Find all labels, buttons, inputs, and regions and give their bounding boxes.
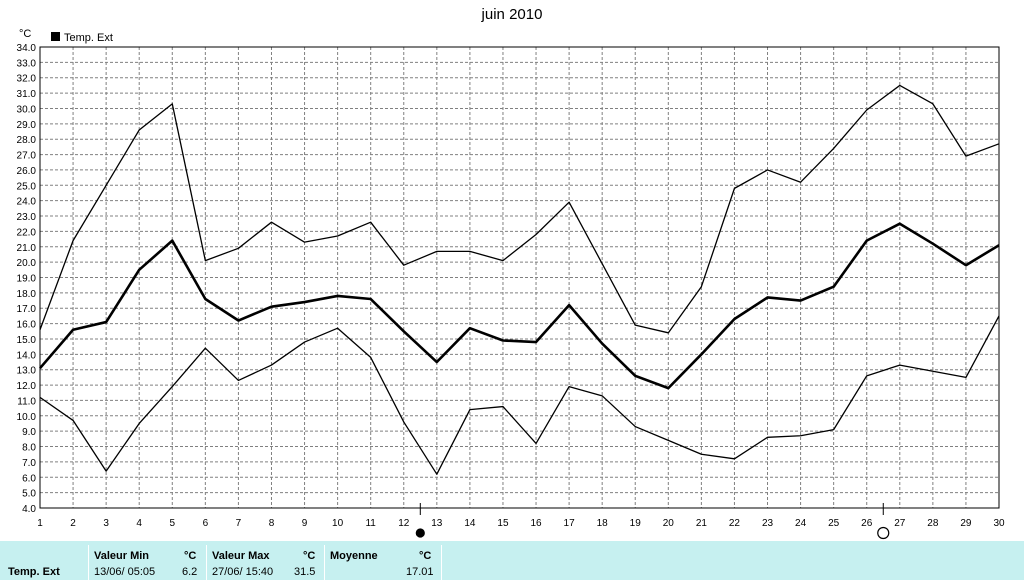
x-tick-label: 20 xyxy=(663,518,675,529)
min-datetime: 13/06/ 05:05 xyxy=(94,566,156,578)
x-tick-label: 14 xyxy=(464,518,476,529)
x-tick-label: 19 xyxy=(630,518,642,529)
x-tick-label: 4 xyxy=(136,518,142,529)
series-mean-line xyxy=(39,222,1000,390)
avg-header: Moyenne xyxy=(330,550,378,562)
x-tick-label: 24 xyxy=(795,518,807,529)
y-tick-label: 28.0 xyxy=(17,135,37,146)
y-tick-label: 24.0 xyxy=(17,197,37,208)
y-tick-label: 21.0 xyxy=(17,243,37,254)
x-tick-label: 7 xyxy=(236,518,242,529)
x-tick-label: 22 xyxy=(729,518,741,529)
x-tick-label: 23 xyxy=(762,518,774,529)
y-tick-label: 17.0 xyxy=(17,304,37,315)
max-unit: °C xyxy=(303,550,316,562)
max-value: 31.5 xyxy=(294,566,316,578)
x-tick-label: 27 xyxy=(894,518,906,529)
y-tick-label: 11.0 xyxy=(17,396,36,407)
x-tick-label: 3 xyxy=(103,518,109,529)
x-tick-label: 21 xyxy=(696,518,708,529)
y-tick-label: 4.0 xyxy=(22,504,36,515)
temperature-chart: 4.05.06.07.08.09.010.011.012.013.014.015… xyxy=(17,28,1005,540)
legend-swatch xyxy=(51,32,60,41)
series-max-line xyxy=(39,84,1000,334)
y-tick-label: 33.0 xyxy=(17,58,37,69)
max-datetime: 27/06/ 15:40 xyxy=(212,566,274,578)
max-header: Valeur Max xyxy=(212,550,270,562)
x-tick-label: 26 xyxy=(861,518,873,529)
min-value: 6.2 xyxy=(182,566,198,578)
x-tick-label: 6 xyxy=(203,518,209,529)
legend-label: Temp. Ext xyxy=(64,32,113,44)
x-tick-label: 5 xyxy=(169,518,175,529)
x-tick-label: 2 xyxy=(70,518,76,529)
x-tick-label: 18 xyxy=(597,518,609,529)
x-tick-label: 10 xyxy=(332,518,344,529)
y-tick-label: 18.0 xyxy=(17,289,37,300)
y-tick-label: 15.0 xyxy=(17,335,37,346)
stats-row-label: Temp. Ext xyxy=(8,566,60,578)
y-tick-label: 8.0 xyxy=(22,443,36,454)
y-unit-label: °C xyxy=(19,28,31,40)
x-tick-label: 9 xyxy=(302,518,308,529)
y-tick-label: 34.0 xyxy=(17,43,37,54)
min-header: Valeur Min xyxy=(94,550,150,562)
x-tick-label: 17 xyxy=(564,518,576,529)
avg-unit: °C xyxy=(419,550,432,562)
y-tick-label: 26.0 xyxy=(17,166,37,177)
y-tick-label: 7.0 xyxy=(22,458,36,469)
y-tick-label: 13.0 xyxy=(17,366,37,377)
open-circle-marker xyxy=(877,526,890,540)
y-tick-label: 14.0 xyxy=(17,350,37,361)
x-tick-label: 25 xyxy=(828,518,840,529)
y-tick-label: 16.0 xyxy=(17,320,37,331)
x-tick-label: 12 xyxy=(398,518,410,529)
x-tick-label: 30 xyxy=(993,518,1005,529)
x-tick-label: 29 xyxy=(960,518,972,529)
y-tick-label: 10.0 xyxy=(17,412,37,423)
y-tick-label: 32.0 xyxy=(17,74,37,85)
x-tick-label: 8 xyxy=(269,518,275,529)
x-tick-label: 1 xyxy=(37,518,43,529)
y-tick-label: 30.0 xyxy=(17,104,37,115)
min-unit: °C xyxy=(184,550,197,562)
x-tick-label: 16 xyxy=(530,518,542,529)
y-tick-label: 31.0 xyxy=(17,89,37,100)
y-tick-label: 27.0 xyxy=(17,151,37,162)
chart-title: juin 2010 xyxy=(481,6,543,23)
y-tick-label: 5.0 xyxy=(22,489,36,500)
y-tick-label: 25.0 xyxy=(17,181,37,192)
series-min-line xyxy=(39,315,1000,475)
y-tick-label: 20.0 xyxy=(17,258,37,269)
y-tick-label: 19.0 xyxy=(17,274,37,285)
y-tick-label: 9.0 xyxy=(22,427,36,438)
plot-frame xyxy=(39,46,1000,509)
x-tick-label: 11 xyxy=(365,518,376,529)
y-tick-label: 6.0 xyxy=(22,473,36,484)
y-tick-label: 23.0 xyxy=(17,212,37,223)
x-tick-label: 13 xyxy=(431,518,443,529)
y-tick-label: 22.0 xyxy=(17,227,37,238)
avg-value: 17.01 xyxy=(406,566,434,578)
x-tick-label: 15 xyxy=(497,518,509,529)
x-tick-label: 28 xyxy=(927,518,939,529)
filled-circle-marker xyxy=(415,528,425,538)
stats-panel xyxy=(0,541,1024,580)
y-tick-label: 12.0 xyxy=(17,381,37,392)
y-tick-label: 29.0 xyxy=(17,120,37,131)
